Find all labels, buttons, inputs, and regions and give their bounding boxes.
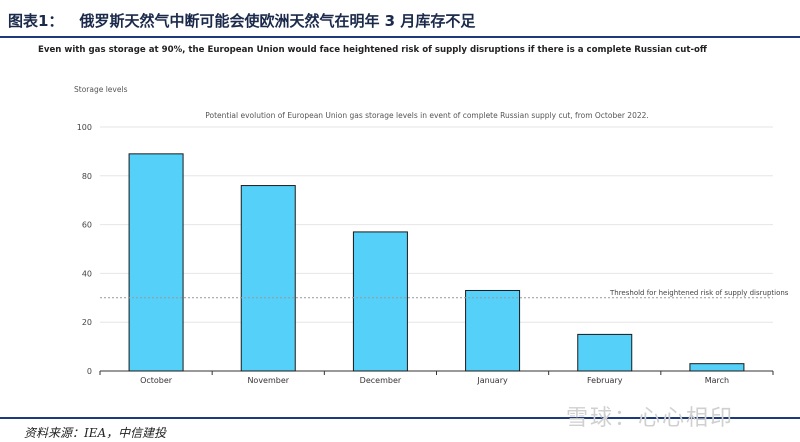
- x-tick-label: January: [476, 376, 508, 385]
- chart-subtitle: Even with gas storage at 90%, the Europe…: [38, 45, 707, 55]
- figure-title-text: 俄罗斯天然气中断可能会使欧洲天然气在明年 3 月库存不足: [79, 12, 476, 30]
- bar: [689, 363, 745, 372]
- y-tick-label: 100: [77, 123, 92, 132]
- y-tick-label: 60: [82, 221, 92, 230]
- threshold-label: Threshold for heightened risk of supply …: [609, 289, 789, 297]
- bar: [465, 289, 521, 372]
- figure-title: 图表1： 俄罗斯天然气中断可能会使欧洲天然气在明年 3 月库存不足: [8, 8, 792, 34]
- threshold-group: Threshold for heightened risk of supply …: [100, 289, 789, 299]
- y-tick-labels: 0 20 40 60 80 100: [77, 123, 92, 376]
- x-tick-label: October: [140, 376, 173, 385]
- gridlines: [99, 126, 774, 375]
- chart-title: Potential evolution of European Union ga…: [205, 111, 649, 120]
- bars: [128, 153, 745, 372]
- y-tick-label: 20: [82, 318, 92, 327]
- x-tick-label: February: [587, 376, 623, 385]
- x-tick-label: March: [705, 376, 729, 385]
- source-note: 资料来源：IEA，中信建投: [24, 426, 167, 440]
- y-tick-label: 0: [87, 367, 92, 376]
- y-axis-label: Storage levels: [74, 85, 128, 94]
- figure-label: 图表1：: [8, 12, 64, 30]
- bar: [128, 153, 184, 372]
- bar: [577, 333, 633, 372]
- bar: [240, 185, 296, 372]
- title-rule: [0, 36, 800, 38]
- x-tick-label: November: [247, 376, 289, 385]
- y-tick-label: 80: [82, 172, 92, 181]
- watermark: 雪球：心心相印: [566, 406, 735, 431]
- x-tick-label: December: [360, 376, 402, 385]
- source-rule: [0, 417, 800, 419]
- x-tick-labels: October November December January February Ma…: [140, 376, 729, 385]
- bar: [352, 231, 408, 372]
- y-tick-label: 40: [82, 269, 92, 278]
